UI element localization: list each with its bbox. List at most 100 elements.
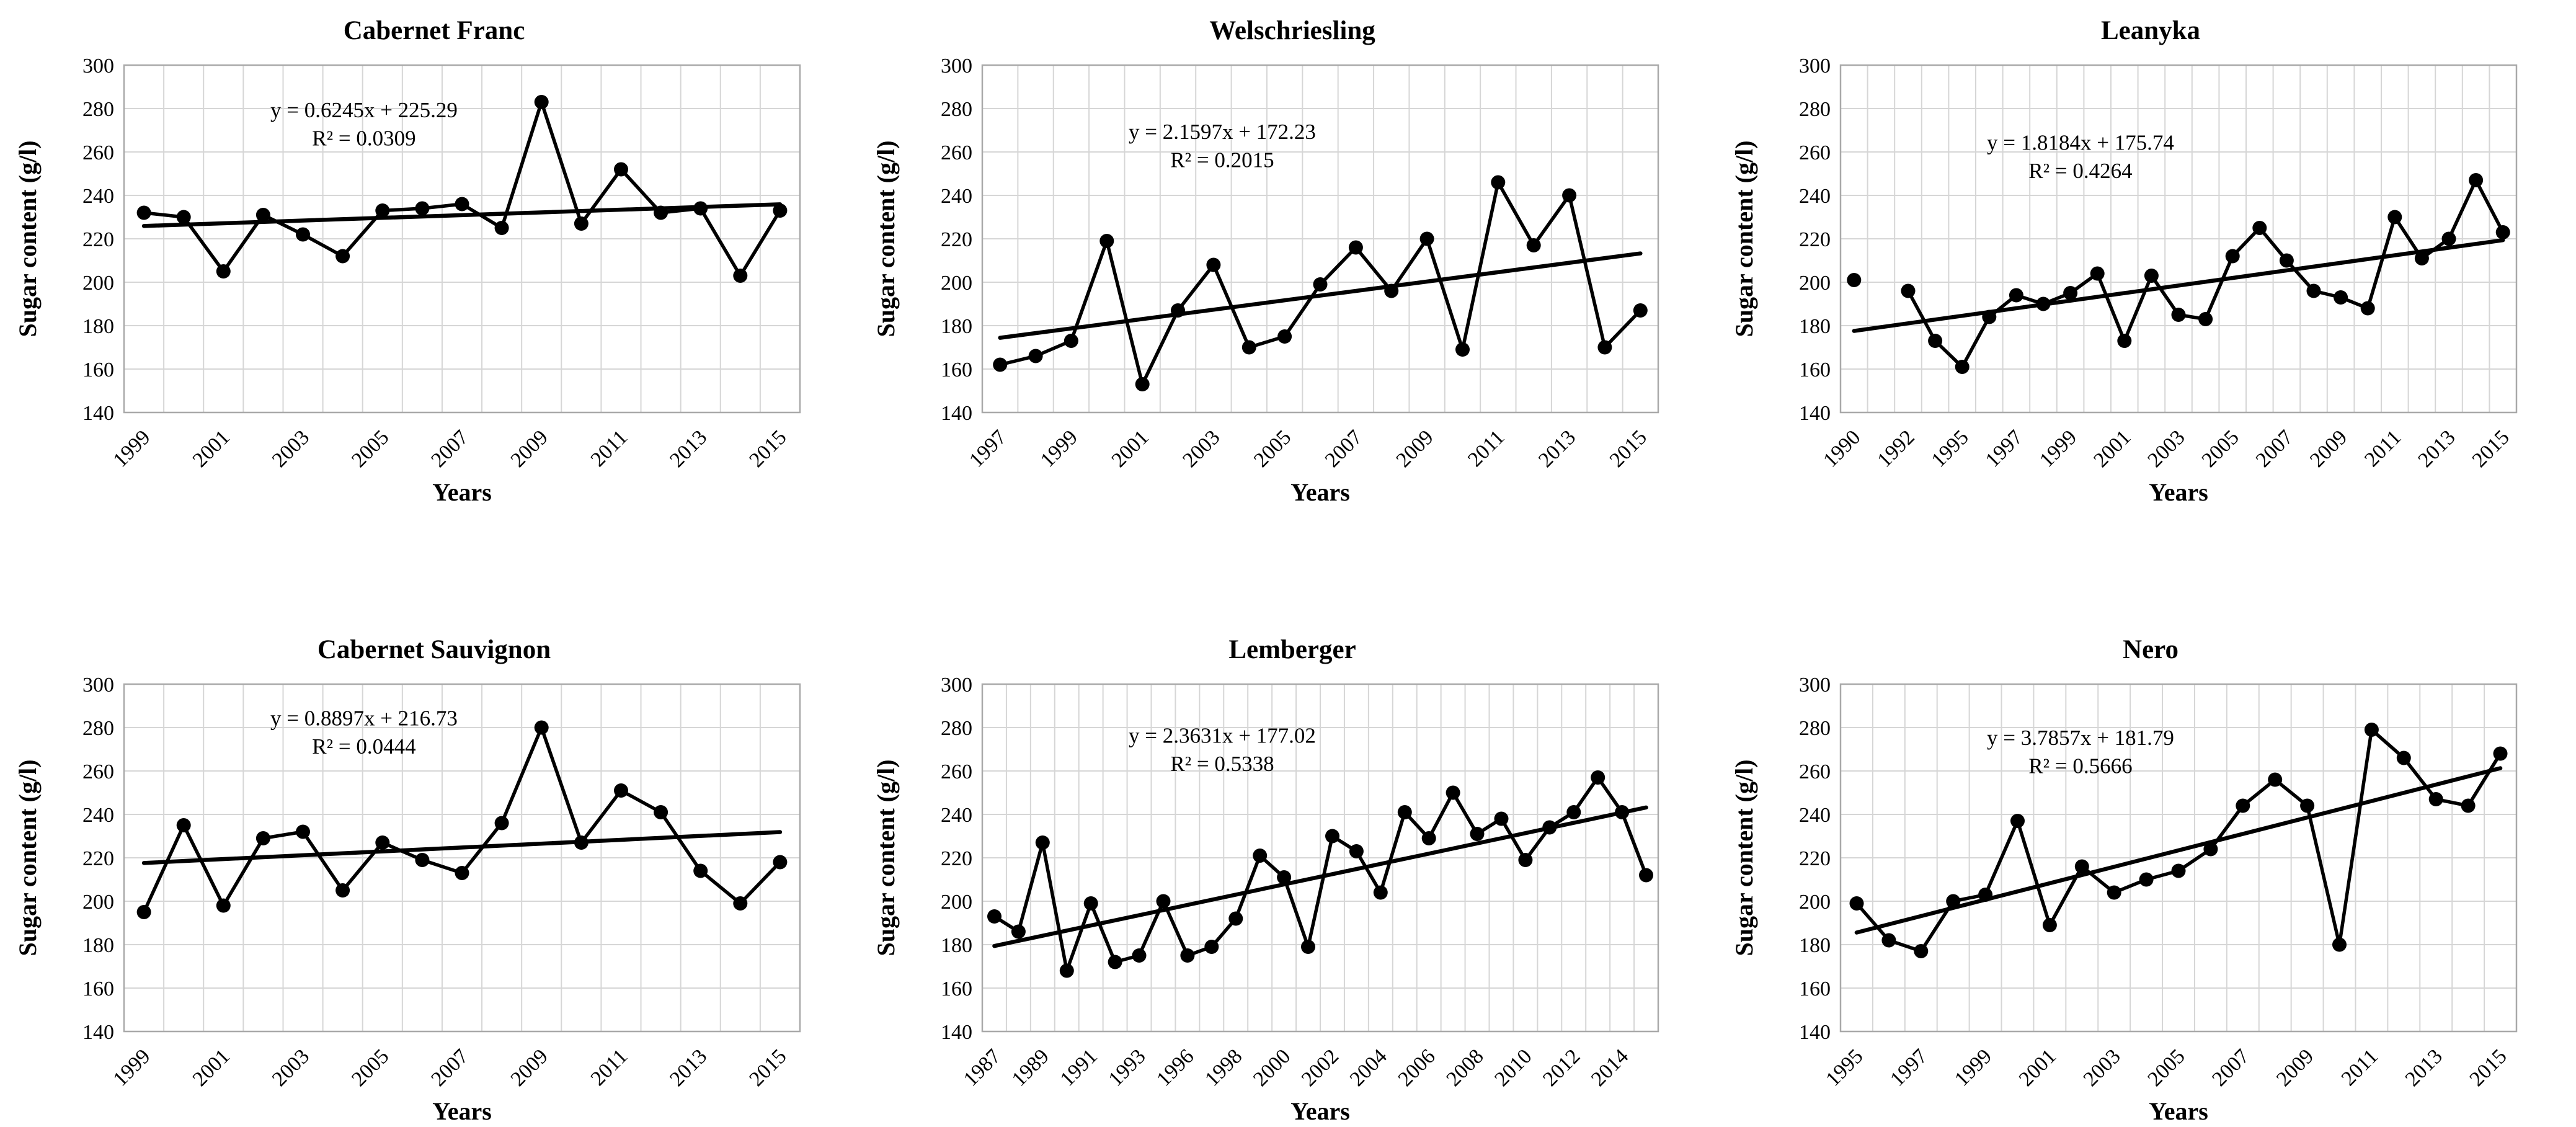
x-axis-tick-label: 2013 [1534,425,1580,471]
data-point [1946,894,1961,909]
data-point [2268,772,2283,787]
data-point [1397,805,1412,819]
data-point [2441,231,2456,246]
plot-border [1839,64,2518,414]
chart-panel-cabernet-sauvignon: 300 280 260 240 220 200 180 160 140 1999 2001 2003 2… [0,563,858,1126]
x-axis-tick-label: 2010 [1490,1045,1536,1090]
data-point [1135,377,1150,391]
data-point [1491,175,1506,190]
data-point [1108,955,1122,969]
data-point [1301,940,1315,954]
data-point [1373,885,1388,900]
data-point [2225,249,2240,264]
y-axis-tick-label: 180 [1799,934,1831,957]
chart-title: Welschriesling [1209,16,1375,45]
x-axis-tick-label: 2009 [2306,425,2352,471]
chart-title: Lemberger [1228,635,1356,664]
x-axis-tick-label: 2007 [427,1045,473,1090]
data-point [1011,924,1026,939]
data-point [1566,805,1581,819]
data-point [2306,283,2321,298]
data-point [1562,188,1577,203]
data-point [1035,835,1050,850]
x-axis-tick-label: 2013 [665,425,711,471]
plot-border [981,683,1659,1033]
x-axis-tick-label: 2004 [1346,1045,1392,1090]
x-axis-tick-label: 1987 [959,1045,1005,1090]
x-axis-tick-label: 2011 [1463,425,1509,471]
chart-panel-nero: 300 280 260 240 220 200 180 160 140 1995 1997 1999 2… [1717,563,2575,1126]
data-point [2469,173,2484,187]
x-axis-tick-label: 2015 [2465,1045,2511,1090]
y-axis-tick-label: 160 [1799,359,1831,381]
data-point [136,905,151,919]
data-point [2042,918,2057,932]
y-axis-tick-label: 260 [1799,141,1831,164]
x-axis-tick-label: 2003 [268,1045,314,1090]
data-point [494,221,509,235]
y-axis-tick-label: 160 [941,978,972,1000]
data-point [2074,859,2089,874]
y-axis-tick-label: 160 [1799,978,1831,1000]
x-axis-tick-label: 2005 [1250,425,1295,471]
x-axis-tick-label: 2007 [2208,1045,2254,1090]
x-axis-tick-label: 2007 [1321,425,1367,471]
data-point [733,896,748,911]
data-series-line [992,775,1648,973]
data-point [2090,266,2105,281]
data-point [1277,870,1292,884]
data-point [993,357,1008,372]
data-point [1028,349,1043,363]
x-axis-title: Years [2149,1097,2208,1125]
chart-panel-welschriesling: 300 280 260 240 220 200 180 160 140 1997 1999 2001 2… [858,0,1717,563]
data-point [375,835,390,850]
r-squared-label: R² = 0.4264 [2028,159,2132,183]
data-point [216,264,231,278]
data-point [2198,312,2213,326]
data-point [1526,238,1541,252]
data-point [2461,798,2476,813]
x-axis-tick-label: 2003 [2143,425,2189,471]
data-point [2334,290,2348,305]
y-axis-tick-label: 140 [1799,402,1831,425]
data-point [2252,221,2267,235]
data-point [1591,770,1606,785]
y-axis-tick-label: 260 [82,141,114,164]
x-axis-title: Years [1290,478,1350,506]
data-point [2396,751,2411,765]
trendline [141,202,783,228]
gridlines [982,684,1659,1032]
y-axis-tick-label: 140 [941,1021,972,1044]
x-axis-tick-label: 2003 [1178,425,1224,471]
data-point [1542,820,1557,835]
y-axis-tick-label: 200 [941,272,972,295]
x-axis-tick-label: 2011 [2337,1045,2383,1090]
data-point [1955,360,1970,374]
data-point [2117,334,2132,348]
x-axis-tick-label: 2012 [1539,1045,1584,1090]
data-point [534,95,549,109]
data-point [614,162,628,177]
data-point [1633,303,1648,318]
x-axis-tick-label: 2003 [268,425,314,471]
data-point [1206,257,1221,272]
y-axis-tick-label: 240 [1799,804,1831,827]
y-axis-tick-label: 220 [1799,847,1831,870]
data-point [1384,283,1399,298]
gridlines [123,65,801,413]
x-axis-tick-label: 2013 [2401,1045,2447,1090]
data-point [1064,334,1078,348]
data-point [2171,863,2186,878]
data-point [773,855,788,870]
data-point [2300,798,2315,813]
x-axis-tick-label: 2001 [1108,425,1153,471]
data-point [2010,814,2025,828]
data-point [1914,944,1929,958]
x-axis-tick-label: 2009 [2272,1045,2318,1090]
x-axis-tick-label: 2015 [745,425,791,471]
y-axis-title: Sugar content (g/l) [872,140,900,337]
x-axis-tick-label: 2005 [347,1045,393,1090]
x-axis-tick-label: 2001 [2089,425,2135,471]
r-squared-label: R² = 0.5338 [1170,752,1274,776]
